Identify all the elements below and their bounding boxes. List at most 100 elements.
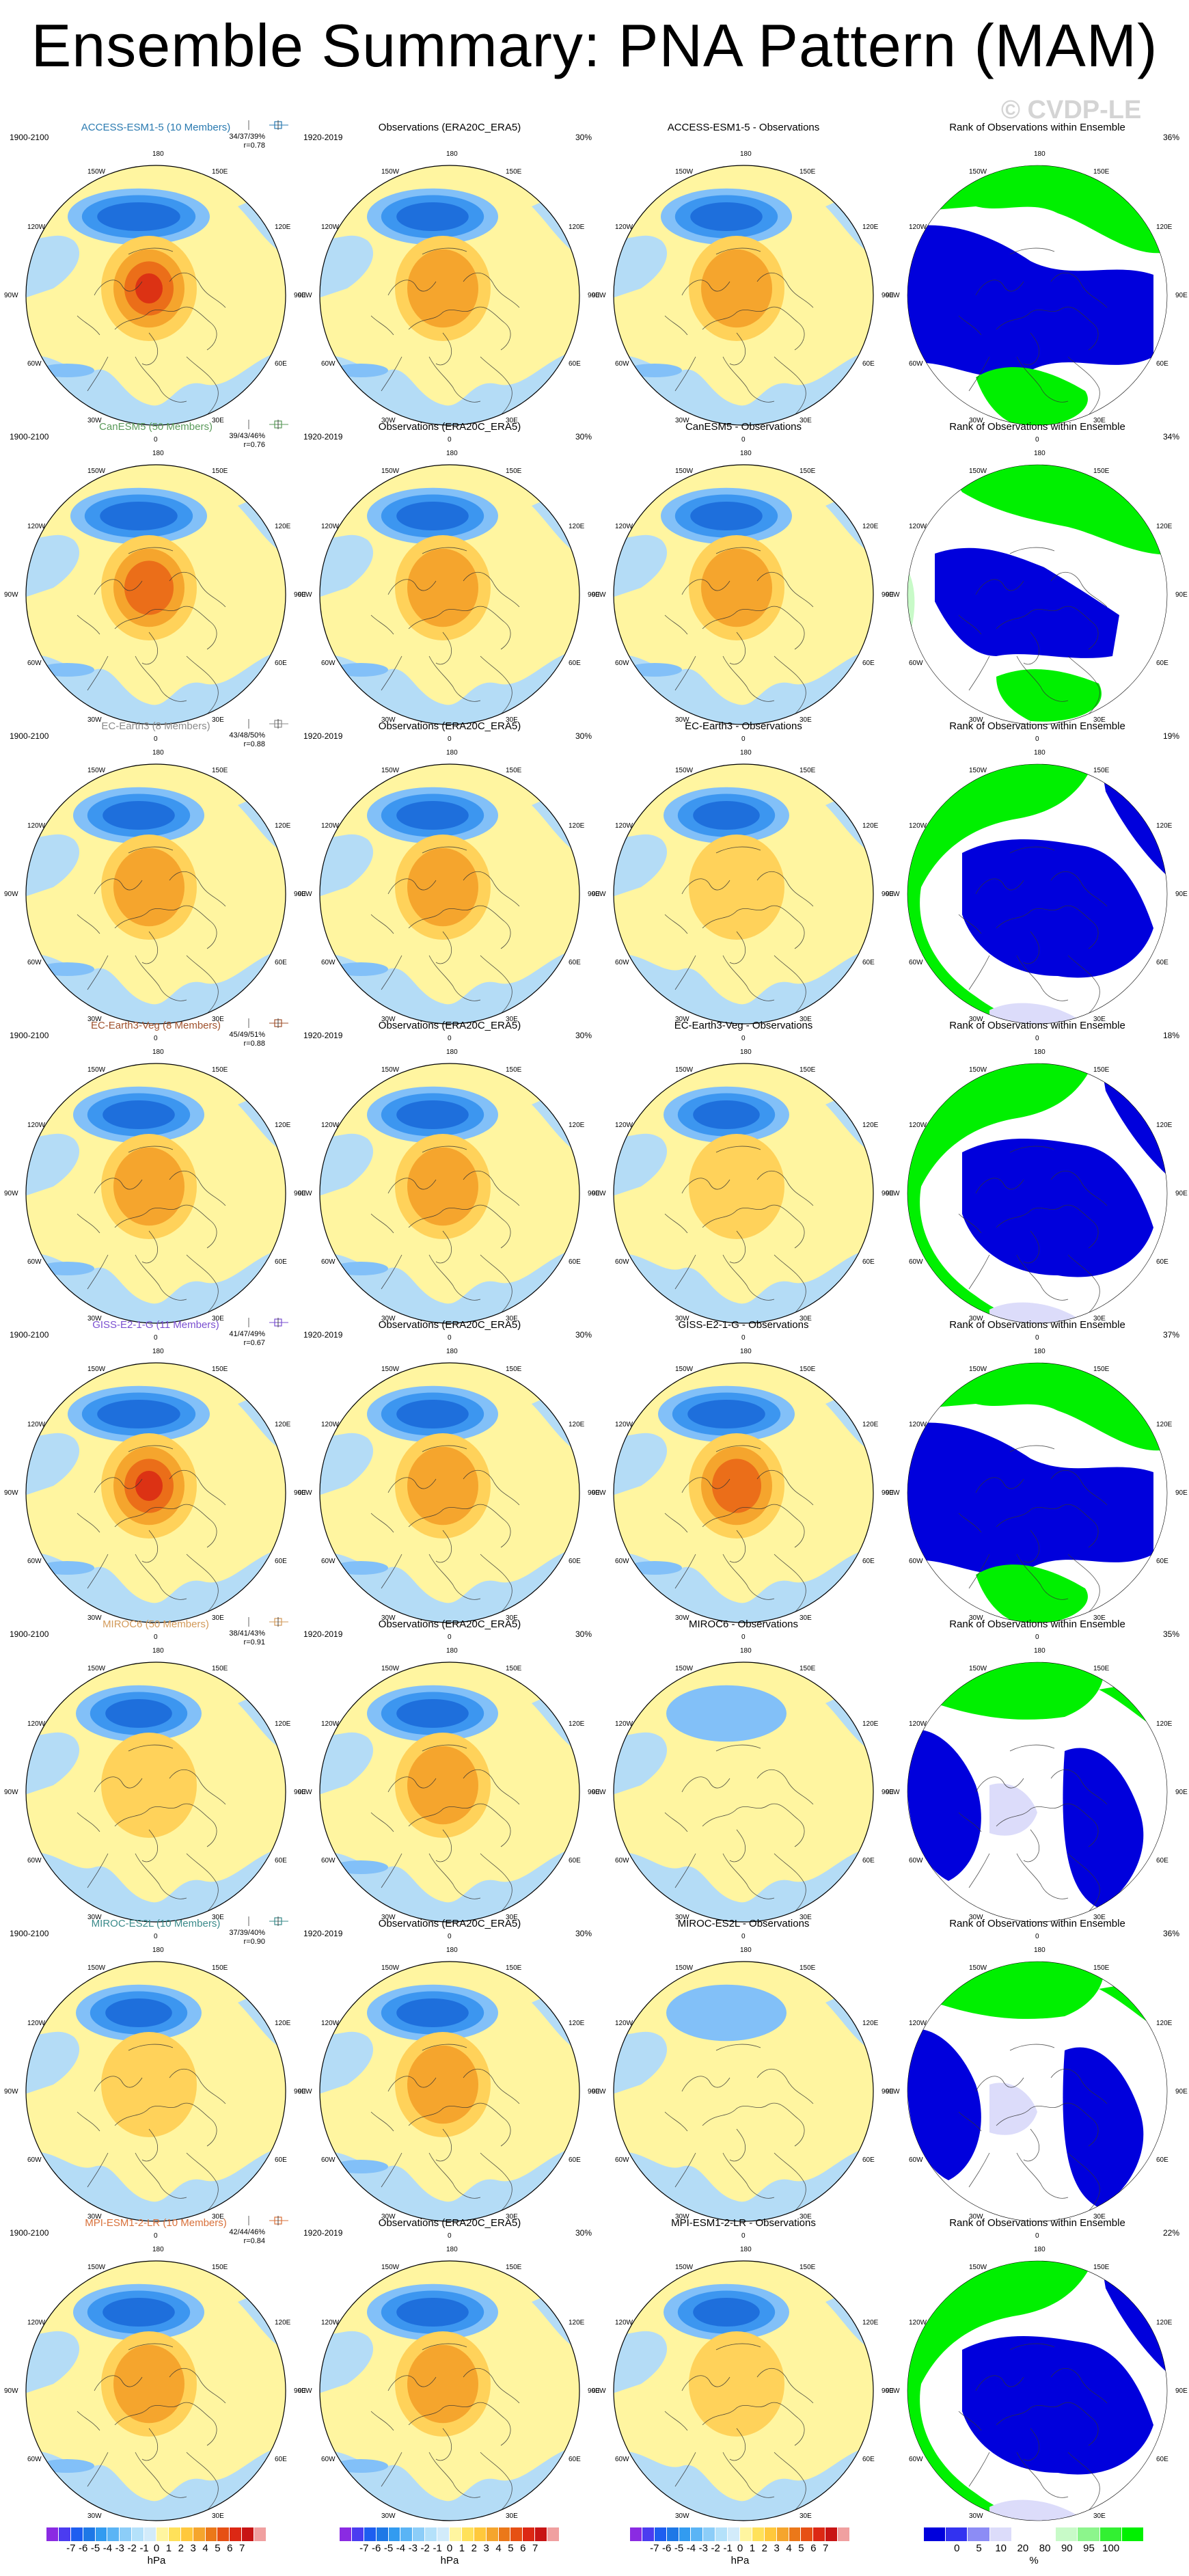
hpa-colorbar-model: -7 -6 -5 -4 -3 -2 -1 0 1 2 3 4 5 6 7 hPa <box>46 2527 267 2570</box>
map-label-left: 90W <box>298 2387 312 2395</box>
map-label-ur2: 120E <box>569 1421 585 1428</box>
colorbar-swatch-14 <box>217 2527 230 2541</box>
map-label-bottom: 0 <box>1035 735 1039 743</box>
map-label-ur2: 120E <box>1156 1720 1173 1728</box>
diff-map <box>613 165 874 426</box>
map-label-lr1: 60E <box>569 2156 581 2164</box>
map-label-ur1: 150E <box>1093 467 1110 475</box>
map-label-lr1: 60E <box>862 1558 875 1565</box>
colorbar-tick: 3 <box>483 2543 489 2554</box>
coastline-8 <box>370 2411 394 2431</box>
obs-pct: 30% <box>575 1929 592 1938</box>
coastline-8 <box>370 1513 394 1533</box>
map-label-ur1: 150E <box>800 1964 816 1972</box>
coastline-6 <box>435 1530 452 1563</box>
coastline-0 <box>996 306 1099 351</box>
map-label-right: 90E <box>882 1489 894 1497</box>
map-label-left: 90W <box>4 1489 18 1497</box>
rank-region-3 <box>989 1302 1085 1323</box>
map-label-ul2: 120W <box>27 2319 46 2327</box>
coastline-0 <box>114 1504 217 1548</box>
coastline-4 <box>87 955 109 990</box>
colorbar-swatch-0 <box>630 2527 642 2541</box>
map-label-ur1: 150E <box>506 1665 522 1672</box>
model-map <box>25 1362 286 1623</box>
stats-pct: 34/37/39% <box>229 133 265 141</box>
model-title: MIROC6 (50 Members) <box>102 1618 209 1630</box>
coastline-1 <box>94 1776 143 1793</box>
colorbar-tick: -2 <box>711 2543 720 2554</box>
coastline-3 <box>135 1254 187 1301</box>
coastline-6 <box>141 1829 159 1862</box>
obs-panel-row-3: Observations (ERA20C_ERA5) 1920-2019 30% 18… <box>298 1020 600 1342</box>
coastline-5 <box>480 655 512 715</box>
map-label-left: 90W <box>886 1190 900 1197</box>
colorbar-swatch-5 <box>400 2527 413 2541</box>
map-label-bottom: 0 <box>154 735 158 743</box>
coastline-4 <box>968 955 990 990</box>
colorbar-swatch-12 <box>486 2527 499 2541</box>
map-label-ur1: 150E <box>212 1665 228 1672</box>
map-label-ll2: 30W <box>675 716 689 724</box>
coastline-2 <box>1050 571 1108 608</box>
model-map <box>25 165 286 426</box>
coastline-3 <box>1016 2152 1069 2199</box>
map-label-top: 180 <box>152 2246 164 2253</box>
obs-title: Observations (ERA20C_ERA5) <box>378 2217 521 2229</box>
coastline-0 <box>996 2102 1099 2147</box>
obs-panel-row-4: Observations (ERA20C_ERA5) 1920-2019 30% 18… <box>298 1319 600 1641</box>
coastline-8 <box>958 914 982 934</box>
hpa-colorbar-diff: -7 -6 -5 -4 -3 -2 -1 0 1 2 3 4 5 6 7 hPa <box>630 2527 851 2570</box>
map-label-right: 90E <box>882 2387 894 2395</box>
coastline-7 <box>715 247 761 255</box>
map-label-top: 180 <box>1034 1647 1046 1655</box>
colorbar-tick: 4 <box>786 2543 792 2554</box>
map-label-ul2: 120W <box>321 2319 340 2327</box>
map-label-left: 90W <box>592 591 606 599</box>
coastline-7 <box>128 2343 174 2350</box>
coastline-7 <box>422 547 467 554</box>
coastline-1 <box>387 1477 437 1493</box>
coastline-2 <box>169 571 226 608</box>
map-label-right: 90E <box>1175 891 1188 898</box>
coastline-8 <box>958 1213 982 1234</box>
map-label-bottom: 0 <box>448 436 452 444</box>
colorbar-tick: 20 <box>1017 2543 1029 2554</box>
diff-title: EC-Earth3-Veg - Observations <box>674 1020 813 1031</box>
coastline-0 <box>702 1803 805 1847</box>
map-label-lr1: 60E <box>862 2456 875 2463</box>
coastline-0 <box>114 905 217 949</box>
colorbar-tick: -5 <box>90 2543 100 2554</box>
colorbar-tick: 0 <box>153 2543 160 2554</box>
map-label-ll2: 30W <box>381 1914 396 1921</box>
map-label-left: 90W <box>592 891 606 898</box>
coastline-6 <box>1023 632 1040 665</box>
colorbar-tick: 1 <box>165 2543 172 2554</box>
map-label-ur2: 120E <box>569 822 585 830</box>
colorbar-swatch-9 <box>740 2527 752 2541</box>
rank-region-1 <box>962 2336 1153 2475</box>
map-label-lr1: 60E <box>1156 660 1168 667</box>
coastline-5 <box>480 2152 512 2212</box>
diff-panel-row-2: EC-Earth3 - Observations 180 0 90W 90E 150W 12… <box>592 720 894 1042</box>
colorbar-tick: -5 <box>383 2543 394 2554</box>
map-label-lr1: 60E <box>1156 2156 1168 2164</box>
coastline-8 <box>664 1513 688 1533</box>
colorbar-tick: 2 <box>471 2543 477 2554</box>
obs-map <box>319 1961 580 2222</box>
colorbar-swatch-2 <box>70 2527 83 2541</box>
coastline-2 <box>463 2068 520 2104</box>
map-label-ur1: 150E <box>1093 1665 1110 1672</box>
coastline-1 <box>975 878 1024 895</box>
map-label-ur2: 120E <box>275 1421 291 1428</box>
map-label-lr2: 30E <box>212 1016 224 1023</box>
rank-region-2 <box>1063 2047 1144 2208</box>
model-period: 1900-2100 <box>10 133 49 142</box>
map-label-left: 90W <box>886 2088 900 2096</box>
map-label-ll1: 60W <box>27 2456 42 2463</box>
map-label-left: 90W <box>298 1190 312 1197</box>
rank-title: Rank of Observations within Ensemble <box>949 1020 1125 1031</box>
stats-pct: 43/48/50% <box>229 731 265 740</box>
map-label-ul2: 120W <box>321 822 340 830</box>
coastline-7 <box>422 1445 467 1452</box>
